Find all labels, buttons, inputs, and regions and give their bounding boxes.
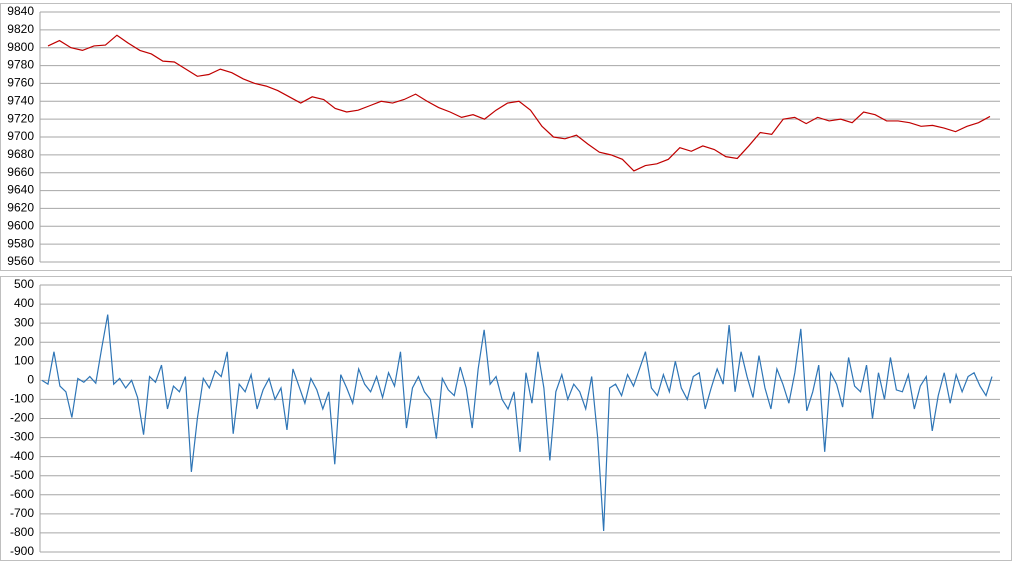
y-tick-label: 200	[14, 334, 34, 348]
y-tick-label: 9840	[7, 4, 34, 18]
y-tick-label: 9620	[7, 201, 34, 215]
y-tick-label: 9640	[7, 183, 34, 197]
y-tick-label: 9600	[7, 218, 34, 232]
y-tick-label: -800	[10, 525, 34, 539]
y-tick-label: 500	[14, 277, 34, 291]
y-tick-label: 9760	[7, 76, 34, 90]
y-tick-label: 9780	[7, 58, 34, 72]
y-tick-label: -100	[10, 392, 34, 406]
y-tick-label: -900	[10, 544, 34, 558]
y-tick-label: -700	[10, 506, 34, 520]
y-tick-label: -600	[10, 487, 34, 501]
y-tick-label: 9720	[7, 111, 34, 125]
y-tick-label: -200	[10, 411, 34, 425]
y-tick-label: -400	[10, 449, 34, 463]
y-tick-label: 9700	[7, 129, 34, 143]
data-line	[41, 314, 993, 532]
y-tick-label: 9800	[7, 40, 34, 54]
y-tick-label: 0	[27, 373, 34, 387]
y-tick-label: 100	[14, 353, 34, 367]
y-tick-label: -300	[10, 430, 34, 444]
y-tick-label: 9580	[7, 236, 34, 250]
y-tick-label: -500	[10, 468, 34, 482]
y-tick-label: 400	[14, 296, 34, 310]
y-tick-label: 9820	[7, 22, 34, 36]
y-tick-label: 9740	[7, 93, 34, 107]
y-tick-label: 9560	[7, 254, 34, 268]
data-line	[47, 34, 991, 172]
y-tick-label: 300	[14, 315, 34, 329]
y-tick-label: 9660	[7, 165, 34, 179]
y-tick-label: 9680	[7, 147, 34, 161]
